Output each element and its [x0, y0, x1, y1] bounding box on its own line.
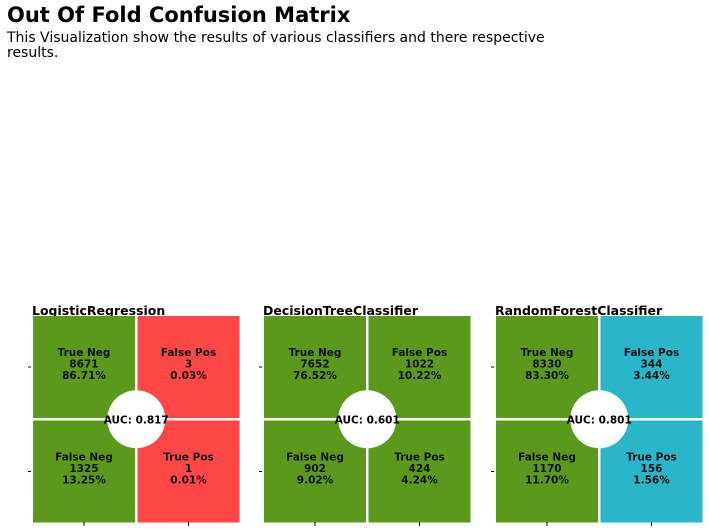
randomforestclassifier-cell-text: 11.70%: [525, 475, 569, 487]
decisiontreeclassifier-cell-text: 424: [409, 463, 431, 475]
logisticregression-cell-text: True Neg: [58, 347, 111, 359]
logisticregression-cell-text: 0.01%: [170, 475, 207, 487]
logisticregression-title: LogisticRegression: [32, 303, 165, 318]
logisticregression-cell-text: True Pos: [163, 452, 214, 464]
randomforestclassifier-auc-circle: [570, 390, 629, 449]
randomforestclassifier-cell-text: False Pos: [624, 347, 679, 359]
decisiontreeclassifier-cell-text: 9.02%: [297, 475, 334, 487]
randomforestclassifier-cell-text: 344: [641, 359, 663, 371]
randomforestclassifier-cell-text: 1.56%: [633, 475, 670, 487]
logisticregression-auc-label: AUC: 0.817: [104, 414, 169, 426]
randomforestclassifier-auc-label: AUC: 0.801: [567, 414, 632, 426]
page-title: Out Of Fold Confusion Matrix: [7, 3, 351, 27]
decisiontreeclassifier-cell-text: False Neg: [286, 452, 344, 464]
randomforestclassifier-cell-text: 8330: [532, 359, 561, 371]
logisticregression-cell-text: 13.25%: [62, 475, 106, 487]
decisiontreeclassifier-auc-label: AUC: 0.601: [335, 414, 400, 426]
logisticregression-cell-text: False Pos: [161, 347, 216, 359]
logisticregression-cell-text: 3: [185, 359, 192, 371]
randomforestclassifier-cell-text: 1170: [532, 463, 561, 475]
decisiontreeclassifier-cell-text: True Pos: [394, 452, 445, 464]
logisticregression-cell-text: 1: [185, 463, 192, 475]
decisiontreeclassifier-title: DecisionTreeClassifier: [263, 303, 419, 318]
decisiontreeclassifier-cell-text: 7652: [300, 359, 329, 371]
logisticregression-cell-text: 1325: [69, 463, 98, 475]
decisiontreeclassifier-cell-text: 10.22%: [398, 370, 442, 382]
logisticregression-cell-text: 86.71%: [62, 370, 106, 382]
randomforestclassifier-cell-text: 83.30%: [525, 370, 569, 382]
decisiontreeclassifier-cell-text: 76.52%: [293, 370, 337, 382]
randomforestclassifier-cell-text: False Neg: [518, 452, 576, 464]
randomforestclassifier-title: RandomForestClassifier: [495, 303, 663, 318]
decisiontreeclassifier-cell-text: False Pos: [392, 347, 447, 359]
logisticregression-auc-circle: [107, 390, 166, 449]
logisticregression-cell-text: 0.03%: [170, 370, 207, 382]
logisticregression-cell-text: False Neg: [55, 452, 113, 464]
decisiontreeclassifier-cell-text: 4.24%: [401, 475, 438, 487]
decisiontreeclassifier-auc-circle: [338, 390, 397, 449]
decisiontreeclassifier-cell-text: 1022: [405, 359, 434, 371]
randomforestclassifier-cell-text: True Pos: [626, 452, 677, 464]
randomforestclassifier-cell-text: 3.44%: [633, 370, 670, 382]
decisiontreeclassifier-cell-text: 902: [304, 463, 326, 475]
page-subtitle: This Visualization show the results of v…: [7, 30, 545, 61]
randomforestclassifier-cell-text: True Neg: [521, 347, 574, 359]
logisticregression-cell-text: 8671: [69, 359, 98, 371]
decisiontreeclassifier-cell-text: True Neg: [289, 347, 342, 359]
randomforestclassifier-cell-text: 156: [641, 463, 663, 475]
